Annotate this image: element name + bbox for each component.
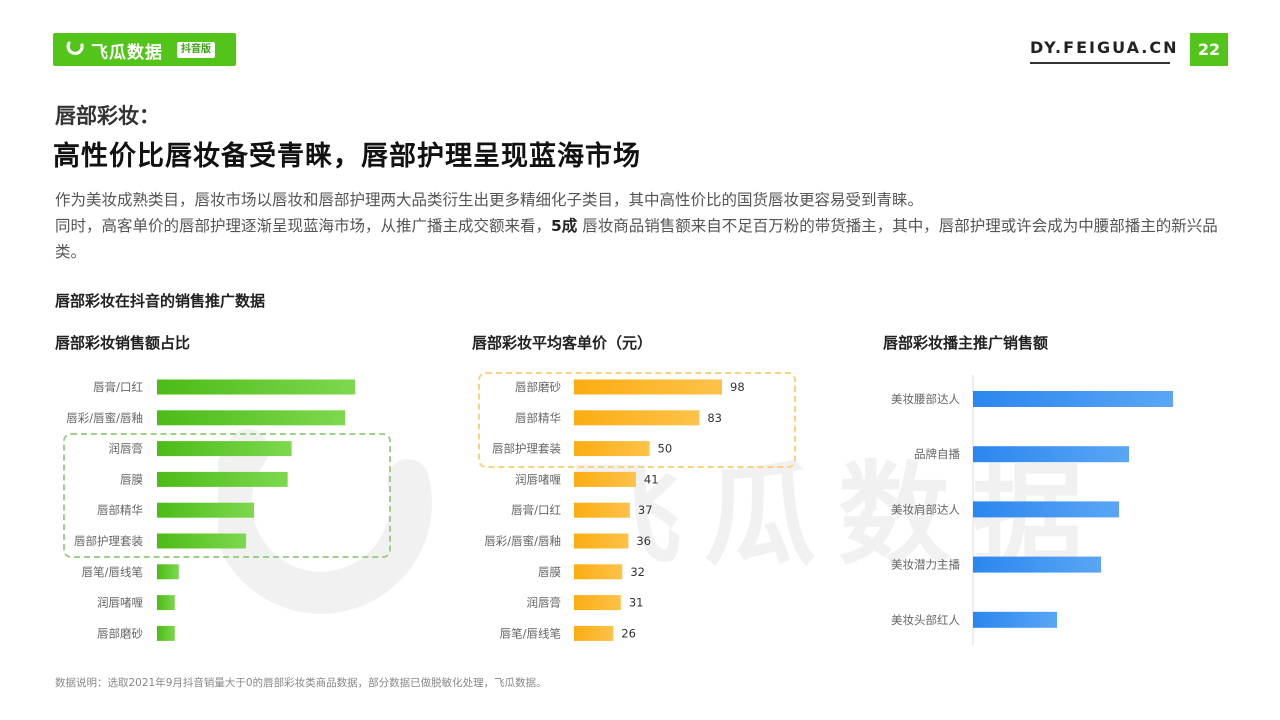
- chart-category-label: 唇部护理套装: [492, 442, 561, 456]
- description-text: 唇妆商品销售额来自不足百万粉的带货播主，其中，唇部护理或许会成为中腰部播主的新兴…: [55, 217, 1218, 261]
- chart-value-label: 98: [730, 380, 745, 394]
- section-title: 唇部彩妆在抖音的销售推广数据: [55, 292, 266, 310]
- chart-bar: [574, 502, 630, 518]
- chart-bar: [973, 556, 1101, 573]
- site-url[interactable]: DY.FEIGUA.CN: [1030, 38, 1179, 57]
- chart-bar: [574, 564, 623, 580]
- chart-value-label: 26: [621, 626, 636, 640]
- description-line-2: 同时，高客单价的唇部护理逐渐呈现蓝海市场，从推广播主成交额来看，5成 唇妆商品销…: [55, 213, 1235, 265]
- chart-bar: [157, 625, 175, 641]
- chart-category-label: 润唇膏: [527, 596, 562, 610]
- description: 作为美妆成熟类目，唇妆市场以唇妆和唇部护理两大品类衍生出更多精细化子类目，其中高…: [55, 187, 1235, 265]
- chart-value-label: 36: [636, 534, 651, 548]
- description-line-1: 作为美妆成熟类目，唇妆市场以唇妆和唇部护理两大品类衍生出更多精细化子类目，其中高…: [55, 191, 924, 209]
- chart-avg-price: 唇部磨砂 98 唇部精华 83 唇部护理套装 50 润唇啫喱 41 唇膏/口红 37 唇彩/唇蜜/唇…: [484, 379, 745, 641]
- chart-category-label: 唇部磨砂: [97, 626, 143, 640]
- chart-category-label: 润唇啫喱: [515, 472, 561, 486]
- chart-value-label: 32: [630, 565, 645, 579]
- brand-logo-text: 飞瓜数据: [91, 43, 163, 63]
- chart-bar: [157, 564, 179, 580]
- chart-category-label: 唇部护理套装: [74, 534, 143, 548]
- chart-category-label: 唇彩/唇蜜/唇釉: [484, 534, 561, 548]
- description-text: 同时，高客单价的唇部护理逐渐呈现蓝海市场，从推广播主成交额来看，: [55, 217, 552, 235]
- chart-title-streamer-sales: 唇部彩妆播主推广销售额: [883, 334, 1049, 352]
- chart-value-label: 83: [707, 411, 722, 425]
- chart-title-sales-share: 唇部彩妆销售额占比: [55, 334, 191, 352]
- description-highlight: 5成: [551, 217, 578, 235]
- chart-category-label: 美妆腰部达人: [891, 392, 960, 406]
- chart-bar: [574, 625, 614, 641]
- highlight-box-care: [63, 433, 391, 558]
- chart-category-label: 唇膏/口红: [511, 503, 561, 517]
- chart-category-label: 润唇啫喱: [97, 596, 143, 610]
- chart-bar: [574, 379, 722, 395]
- site-url-underline: [1030, 62, 1170, 64]
- chart-category-label: 美妆肩部达人: [891, 502, 960, 516]
- chart-category-label: 润唇膏: [109, 442, 144, 456]
- chart-bar: [973, 611, 1057, 628]
- chart-bar: [973, 391, 1173, 407]
- chart-category-label: 唇膜: [120, 472, 143, 486]
- chart-category-label: 唇笔/唇线笔: [82, 565, 143, 579]
- chart-category-label: 美妆头部红人: [891, 613, 960, 627]
- chart-category-label: 唇彩/唇蜜/唇釉: [66, 411, 143, 425]
- brand-badge: 抖音版: [177, 42, 215, 58]
- chart-category-label: 唇部精华: [515, 411, 561, 425]
- chart-bar: [157, 533, 247, 549]
- chart-bar: [157, 595, 175, 611]
- page-title: 高性价比唇妆备受青睐，唇部护理呈现蓝海市场: [53, 141, 641, 172]
- chart-title-avg-price: 唇部彩妆平均客单价（元）: [472, 334, 653, 352]
- chart-category-label: 唇笔/唇线笔: [500, 626, 561, 640]
- chart-category-label: 唇部精华: [97, 503, 143, 517]
- chart-sales-share: 唇膏/口红唇彩/唇蜜/唇釉润唇膏唇膜唇部精华唇部护理套装唇笔/唇线笔润唇啫喱唇部…: [66, 379, 355, 641]
- chart-bar: [973, 446, 1129, 463]
- chart-bar: [157, 410, 346, 426]
- chart-bar: [574, 595, 621, 611]
- brand-logo-icon: [66, 41, 84, 55]
- highlight-box-high-price: [478, 372, 796, 468]
- chart-category-label: 唇膜: [538, 565, 561, 579]
- chart-bar: [157, 471, 288, 487]
- footnote: 数据说明：选取2021年9月抖音销量大于0的唇部彩妆类商品数据，部分数据已做脱敏…: [55, 677, 547, 689]
- watermark-logo-icon: [218, 429, 432, 614]
- chart-category-label: 美妆潜力主播: [891, 558, 960, 572]
- chart-bar: [574, 441, 650, 457]
- chart-bar: [574, 471, 636, 487]
- chart-bar: [973, 501, 1119, 518]
- chart-value-label: 50: [658, 442, 673, 456]
- chart-bar: [157, 379, 355, 395]
- page-subtitle: 唇部彩妆：: [55, 104, 160, 128]
- chart-bar: [574, 410, 700, 426]
- chart-value-label: 37: [638, 503, 653, 517]
- chart-category-label: 唇膏/口红: [93, 380, 143, 394]
- chart-category-label: 品牌自播: [914, 447, 960, 461]
- page-number: 22: [1190, 33, 1228, 66]
- chart-value-label: 31: [629, 596, 644, 610]
- chart-bar: [157, 441, 292, 457]
- chart-value-label: 41: [644, 472, 659, 486]
- chart-category-label: 唇部磨砂: [515, 380, 561, 394]
- chart-bar: [157, 502, 255, 518]
- chart-bar: [574, 533, 629, 549]
- brand-logo[interactable]: 飞瓜数据 抖音版: [53, 33, 236, 66]
